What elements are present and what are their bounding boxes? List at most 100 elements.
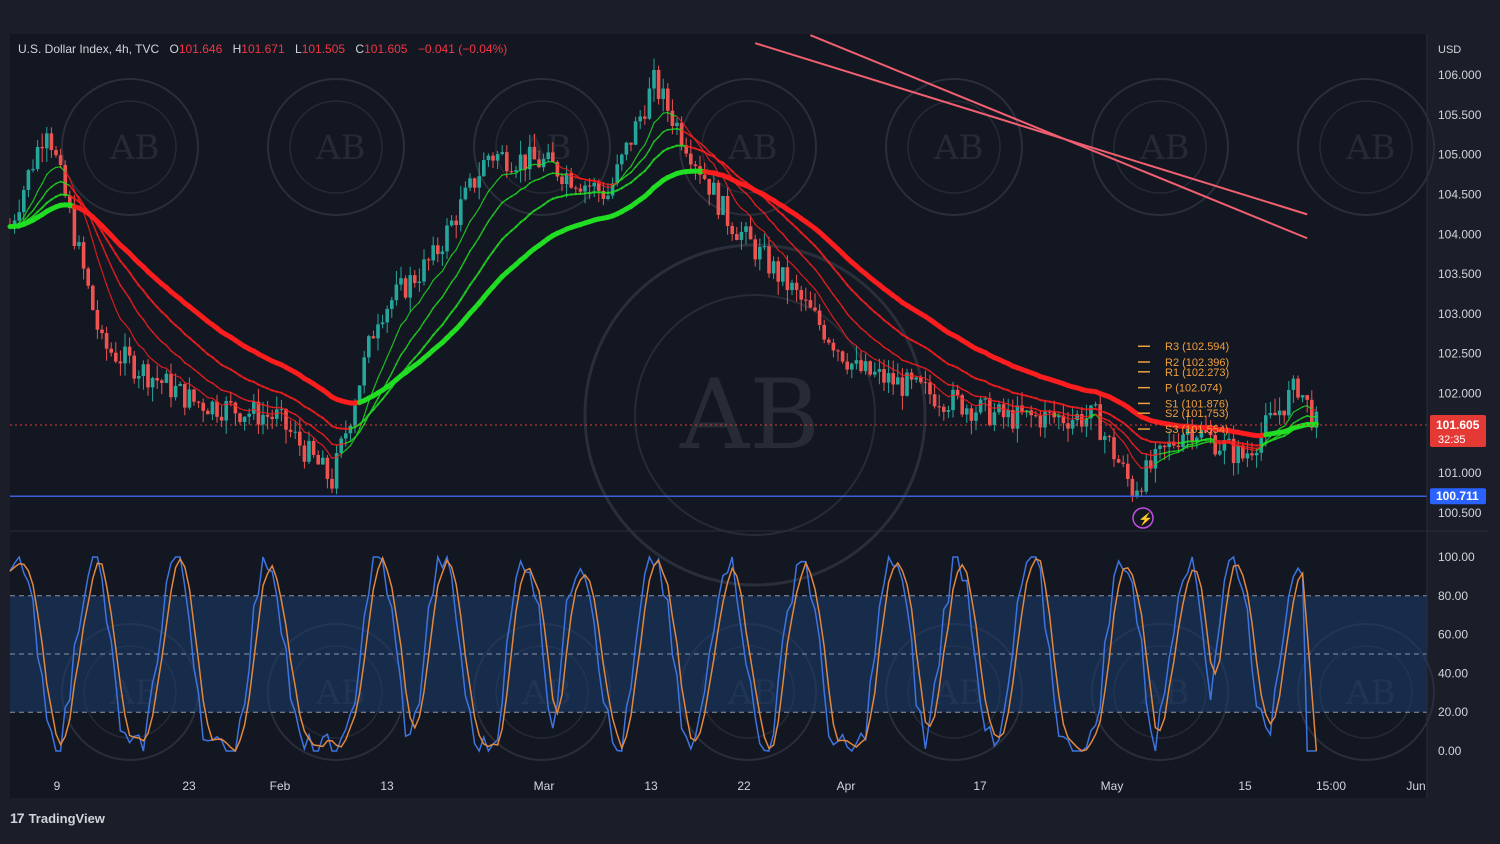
ema-segment [837,300,844,308]
candle-body [288,429,293,432]
candle-body [247,413,251,417]
ema-segment [961,398,968,402]
ema-segment [386,346,393,358]
ema-segment [593,179,600,183]
ema-segment [529,163,536,167]
candle-body [440,251,445,255]
ema-segment [906,360,913,365]
candle-body [827,339,831,343]
ema-segment [216,401,223,406]
ema-segment [321,416,329,423]
price-pane[interactable]: R3 (102.594) R2 (102.396)R1 (102.273) P (1… [7,34,1427,529]
ema-segment [372,397,379,408]
candle-body [1001,404,1006,418]
candle-body [367,336,371,358]
long-ema-line [754,42,1308,216]
candle-body [1231,438,1236,464]
ema-segment [446,311,453,320]
ema-segment [216,385,223,391]
ema-segment [864,302,872,310]
stochastic-pane[interactable] [9,554,1318,753]
watermark-letters: AB [315,128,366,168]
candle-body [431,245,435,261]
candle-body [1093,404,1098,406]
ema-segment [464,250,471,261]
ema-segment [736,183,743,191]
ema-segment [1242,447,1249,450]
candle-body [799,290,803,300]
ema-segment [648,122,655,136]
candle-body [546,152,550,159]
candle-body [109,348,113,353]
ema-segment [887,365,894,371]
tradingview-brand[interactable]: 17 TradingView [10,810,105,826]
candle-body [1162,445,1167,448]
ema-segment [680,129,687,134]
ema-segment [469,277,476,286]
ema-segment [1126,425,1134,432]
ema-segment [630,157,637,168]
ema-segment [1297,417,1304,422]
ema-segment [565,173,572,177]
ema-segment [326,450,333,459]
candle-body [1029,410,1033,416]
ema-segment [731,194,738,204]
ema-segment [147,295,154,303]
candle-body [955,389,960,396]
stochastic-k-line [9,554,1317,753]
ema-segment [36,182,43,193]
candle-body [762,246,767,248]
ema-segment [41,201,48,209]
ema-segment [657,112,664,120]
ema-segment [156,336,163,343]
candle-body [863,361,868,372]
ema-segment [1150,463,1157,468]
ema-segment [552,161,559,166]
candle-body [523,154,527,170]
ema-segment [437,296,444,304]
candle-body [730,225,734,235]
ema-segment [1062,412,1069,416]
ema-segment [625,171,632,177]
candle-body [1245,453,1250,459]
candle-body [150,378,155,388]
ema-segment [883,346,890,351]
ema-segment [929,380,936,387]
ema-segment [818,274,825,283]
candle-body [215,401,219,417]
candle-body [831,342,836,351]
ema-segment [864,351,871,357]
candle-body [679,122,684,146]
candle-body [859,360,863,372]
ema-segment [349,437,356,447]
ema-segment [966,399,973,405]
candle-body [638,116,642,122]
ema-segment [478,263,485,274]
ema-segment [639,156,646,163]
candle-body [528,146,532,170]
candle-body [643,116,647,119]
candle-body [40,146,44,149]
ema-segment [496,201,503,210]
ema-segment [188,364,195,371]
ema-segment [1209,440,1216,444]
ema-segment [248,408,255,412]
candle-body [1185,425,1190,435]
ema-segment [349,436,356,443]
candle-body [1277,410,1282,416]
ema-segment [225,390,232,394]
candle-body [344,433,348,439]
candle-body [1047,411,1052,413]
ema-segment [400,347,407,356]
ema-segment [579,177,586,181]
ema-segment [285,415,292,420]
ema-segment [510,225,517,232]
ema-segment [754,223,761,230]
ema-segment [860,298,867,305]
candle-body [923,382,928,384]
ema-segment [73,191,80,199]
candle-body [261,414,265,425]
candle-body [647,88,652,119]
ema-segment [814,244,821,253]
